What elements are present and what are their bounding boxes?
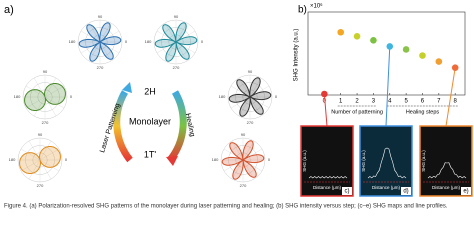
polar-angle-label: 0 [125,39,128,44]
polar-angle-label: 180 [9,157,16,162]
data-point [353,32,361,40]
polar-spoke [223,148,263,172]
x-tick-label: 6 [421,99,425,105]
polar-pattern [19,146,61,174]
polar-angle-label: 0 [268,157,271,162]
x-tick-label: 3 [372,99,376,105]
polar-angle-label: 90 [43,69,48,74]
inset-label: e) [463,189,468,195]
inset-y-label: SHG (a.u.) [302,150,307,172]
polar-angle-label: 270 [247,120,254,125]
polar-angle-label: 270 [173,65,180,70]
connector [445,67,456,127]
inset-y-label: SHG (a.u.) [361,150,366,172]
inset-label: c) [345,189,350,195]
inset-image [359,125,413,197]
polar-spoke [20,148,60,172]
arrow-label: Healing [184,113,196,138]
connector [323,93,328,127]
arrow [113,90,133,163]
data-point [370,37,377,44]
polar-angle-label: 270 [97,65,104,70]
y-axis-label: SHG Intensity (a.u.) [294,29,300,82]
polar-pattern [24,83,66,111]
caption: Figure 4. (a) Polarization-resolved SHG … [4,204,448,210]
panel-label: a) [4,4,14,16]
inset-profile [427,162,467,179]
polar-pattern [78,22,122,62]
x-tick-label: 4 [388,99,392,105]
polar-angle-label: 270 [37,183,44,188]
polar-angle-label: 180 [14,94,21,99]
phase-label: 2H [144,86,156,96]
x-tick-label: 8 [454,99,458,105]
data-point [337,28,345,36]
data-point [451,64,459,71]
polar-angle-label: 90 [174,14,179,19]
polar-angle-label: 180 [212,157,219,162]
inset-y-label: SHG (a.u.) [421,150,426,172]
arrow-head [122,82,132,93]
annotation: Number of patterning [331,109,383,115]
inset-tag [342,187,352,195]
polar-angle-label: 180 [145,39,152,44]
inset-x-label: Distance (μm) [313,185,342,190]
polar-angle-label: 90 [241,132,246,137]
x-tick-label: 2 [355,99,359,105]
phase-label: 1T' [144,149,157,159]
polar-angle-label: 270 [42,120,49,125]
x-tick-label: 7 [437,99,441,105]
data-point [321,90,328,98]
connector [385,46,391,127]
center-label: Monolayer [129,116,171,126]
polar-angle-label: 0 [201,39,204,44]
inset-profile [308,176,348,179]
polar-angle-label: 0 [275,94,278,99]
data-point [386,43,394,50]
polar-angle-label: 180 [69,39,76,44]
polar-pattern [154,22,198,62]
polar-spoke [80,30,120,54]
polar-spoke [156,30,196,54]
annotation: Healing steps [406,109,440,115]
polar-spoke [25,85,65,109]
x-tick-label: 1 [339,99,343,105]
inset-image [419,125,473,197]
plot-frame [307,11,466,96]
inset-x-label: Distance (μm) [432,185,461,190]
polar-angle-label: 90 [38,132,43,137]
figure: a) 2H Monolayer 1T' Laser Patterning Hea… [4,3,473,210]
polar-angle-label: 0 [70,94,73,99]
polar-pattern [228,77,272,117]
inset-tag [401,187,411,195]
inset-x-label: Distance (μm) [372,185,401,190]
polar-angle-label: 180 [219,94,226,99]
data-point [402,46,410,53]
panel-label: b) [298,5,307,16]
polar-angle-label: 0 [65,157,68,162]
inset-tag [461,187,471,195]
inset-image [300,125,354,197]
inset-label: d) [403,189,408,195]
arrow [167,90,187,163]
page: a) 2H Monolayer 1T' Laser Patterning Hea… [4,2,473,210]
arrow-head [166,156,178,166]
polar-angle-label: 270 [240,183,247,188]
x-tick-label: 5 [404,99,408,105]
data-point [435,58,443,65]
polar-angle-label: 90 [98,14,103,19]
polar-pattern [221,140,265,180]
y-multiplier: ×10⁶ [310,3,323,10]
data-point [419,52,426,59]
polar-angle-label: 90 [248,69,253,74]
inset-profile [367,147,407,179]
polar-spoke [230,85,270,109]
